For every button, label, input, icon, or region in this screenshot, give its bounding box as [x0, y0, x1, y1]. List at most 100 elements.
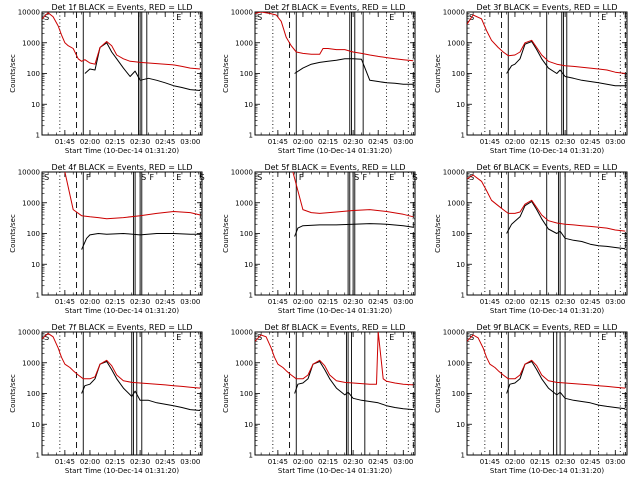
y-tick-label: 1: [461, 132, 465, 140]
y-axis-label: Counts/sec: [9, 54, 17, 93]
x-tick-label: 03:00: [393, 458, 413, 466]
flag-letter: E: [176, 13, 181, 22]
x-axis-label: Start Time (10-Dec-14 01:31:20): [278, 467, 392, 475]
x-tick-label: 02:30: [555, 138, 575, 146]
y-axis-label: Counts/sec: [9, 374, 17, 413]
y-tick-label: 1: [36, 292, 40, 300]
curves: [467, 14, 626, 87]
x-tick-label: 03:00: [180, 298, 200, 306]
y-tick-label: 1000: [22, 359, 40, 367]
x-tick-label: 02:45: [368, 298, 388, 306]
plot-frame: [41, 331, 203, 456]
x-tick-label: 02:45: [155, 138, 175, 146]
y-axis-label: Counts/sec: [222, 374, 230, 413]
panel-title: Det 2f BLACK = Events, RED = LLD: [264, 3, 405, 12]
events-series-line: [294, 58, 414, 85]
x-axis-label: Start Time (10-Dec-14 01:31:20): [490, 307, 604, 315]
y-tick-label: 1: [249, 132, 253, 140]
y-tick-label: 10000: [443, 329, 465, 337]
plot-frame: [254, 171, 416, 296]
flag-letter: E: [601, 333, 606, 342]
y-tick-label: 100: [240, 390, 253, 398]
x-tick-label: 02:45: [368, 138, 388, 146]
panel-det-7: Det 7f BLACK = Events, RED = LLD 1 10 100 10…: [9, 323, 203, 475]
y-tick-label: 100: [452, 70, 465, 78]
x-tick-label: 02:00: [293, 138, 313, 146]
curves: [255, 332, 414, 411]
panel-det-1: Det 1f BLACK = Events, RED = LLD 1 10 100 10…: [9, 3, 203, 155]
x-tick-label: 02:45: [368, 458, 388, 466]
y-tick-label: 10000: [231, 169, 253, 177]
x-tick-label: 02:15: [105, 138, 125, 146]
x-tick-label: 02:15: [318, 298, 338, 306]
y-axis-label: Counts/sec: [222, 214, 230, 253]
flag-letter: S: [141, 173, 146, 182]
panel-title: Det 8f BLACK = Events, RED = LLD: [264, 323, 405, 332]
curves: [64, 172, 201, 250]
y-tick-label: 10000: [443, 9, 465, 17]
flag-letter: S: [354, 173, 359, 182]
x-tick-label: 02:30: [130, 458, 150, 466]
y-tick-label: 10: [244, 101, 253, 109]
x-tick-label: 02:00: [505, 138, 525, 146]
x-tick-label: 02:45: [155, 298, 175, 306]
y-tick-label: 100: [452, 390, 465, 398]
curves: [42, 12, 201, 91]
x-tick-label: 02:00: [293, 298, 313, 306]
panel-det-3: Det 3f BLACK = Events, RED = LLD 1 10 100 10…: [434, 3, 628, 155]
y-axis-label: Counts/sec: [434, 374, 442, 413]
lld-series-line: [467, 14, 626, 74]
x-axis-label: Start Time (10-Dec-14 01:31:20): [278, 147, 392, 155]
panel-title: Det 5f BLACK = Events, RED = LLD: [264, 163, 405, 172]
flag-letter: S: [469, 173, 474, 182]
y-tick-label: 1: [249, 452, 253, 460]
y-tick-label: 1000: [22, 39, 40, 47]
x-tick-label: 03:00: [180, 138, 200, 146]
x-tick-label: 01:45: [480, 298, 500, 306]
y-tick-label: 1000: [447, 359, 465, 367]
x-axis-label: Start Time (10-Dec-14 01:31:20): [490, 467, 604, 475]
y-tick-label: 10000: [18, 9, 40, 17]
y-tick-label: 10: [456, 101, 465, 109]
flag-letter: E: [176, 173, 181, 182]
x-tick-label: 02:45: [580, 458, 600, 466]
x-tick-label: 01:45: [480, 138, 500, 146]
flag-letter: E: [176, 333, 181, 342]
flag-letter: S: [44, 333, 49, 342]
x-tick-label: 02:30: [130, 138, 150, 146]
x-tick-label: 01:45: [55, 138, 75, 146]
y-axis-label: Counts/sec: [434, 214, 442, 253]
x-tick-label: 03:00: [393, 138, 413, 146]
plot-frame: [254, 11, 416, 136]
x-tick-label: 02:00: [80, 298, 100, 306]
flag-letter: F: [299, 173, 304, 182]
y-tick-label: 1: [36, 452, 40, 460]
y-tick-label: 1000: [447, 39, 465, 47]
flag-letter: S: [44, 173, 49, 182]
y-tick-label: 10: [456, 261, 465, 269]
lld-series-line: [467, 174, 626, 232]
x-tick-label: 03:00: [605, 138, 625, 146]
x-tick-label: 02:00: [293, 458, 313, 466]
panel-det-5: Det 5f BLACK = Events, RED = LLD 1 10 100 10…: [222, 163, 418, 315]
panel-det-9: Det 9f BLACK = Events, RED = LLD 1 10 100 10…: [434, 323, 628, 475]
lld-series-line: [255, 12, 414, 62]
panel-title: Det 3f BLACK = Events, RED = LLD: [476, 3, 617, 12]
curves: [255, 12, 414, 85]
flag-letter: S: [257, 333, 262, 342]
events-series-line: [294, 223, 414, 237]
y-tick-label: 100: [240, 230, 253, 238]
x-tick-label: 01:45: [268, 458, 288, 466]
y-tick-label: 10000: [231, 329, 253, 337]
y-tick-label: 10: [244, 261, 253, 269]
events-series-line: [294, 361, 414, 411]
flag-letter: S: [469, 333, 474, 342]
y-tick-label: 10: [244, 421, 253, 429]
y-tick-label: 10: [31, 421, 40, 429]
y-tick-label: 1: [249, 292, 253, 300]
x-tick-label: 02:30: [343, 458, 363, 466]
x-tick-label: 02:15: [318, 138, 338, 146]
events-series-line: [506, 201, 626, 250]
flag-letter: S: [257, 13, 262, 22]
